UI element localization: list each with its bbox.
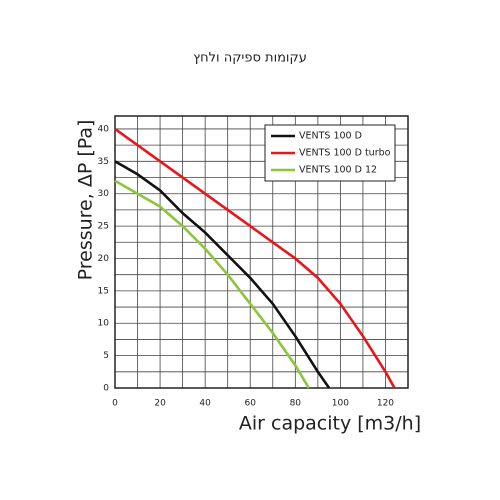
x-tick-label: 100 bbox=[332, 399, 349, 409]
y-tick-label: 40 bbox=[98, 124, 110, 134]
x-tick-label: 120 bbox=[377, 399, 394, 409]
x-tick-label: 40 bbox=[199, 399, 211, 409]
x-tick-label: 0 bbox=[112, 399, 118, 409]
y-axis-label: Pressure, ΔP [Pa] bbox=[75, 120, 97, 281]
x-tick-label: 20 bbox=[154, 399, 166, 409]
y-tick-label: 35 bbox=[98, 157, 109, 167]
y-tick-label: 20 bbox=[98, 254, 110, 264]
y-tick-label: 5 bbox=[103, 351, 109, 361]
series-line bbox=[114, 179, 310, 389]
series-line bbox=[114, 127, 396, 389]
series-line bbox=[114, 160, 331, 389]
chart-title: עקומות ספיקה ולחץ bbox=[193, 51, 307, 66]
x-axis-label: Air capacity [m3/h] bbox=[239, 413, 421, 435]
y-tick-label: 10 bbox=[98, 319, 110, 329]
legend-label: VENTS 100 D 12 bbox=[299, 165, 377, 176]
plot-frame bbox=[114, 115, 409, 389]
y-tick-label: 25 bbox=[98, 222, 109, 232]
legend-label: VENTS 100 D bbox=[299, 131, 362, 142]
y-tick-label: 0 bbox=[103, 384, 109, 394]
x-tick-label: 60 bbox=[245, 399, 257, 409]
x-tick-label: 80 bbox=[290, 399, 302, 409]
legend-label: VENTS 100 D turbo bbox=[299, 148, 391, 159]
y-tick-label: 30 bbox=[98, 189, 110, 199]
y-tick-label: 15 bbox=[98, 286, 109, 296]
